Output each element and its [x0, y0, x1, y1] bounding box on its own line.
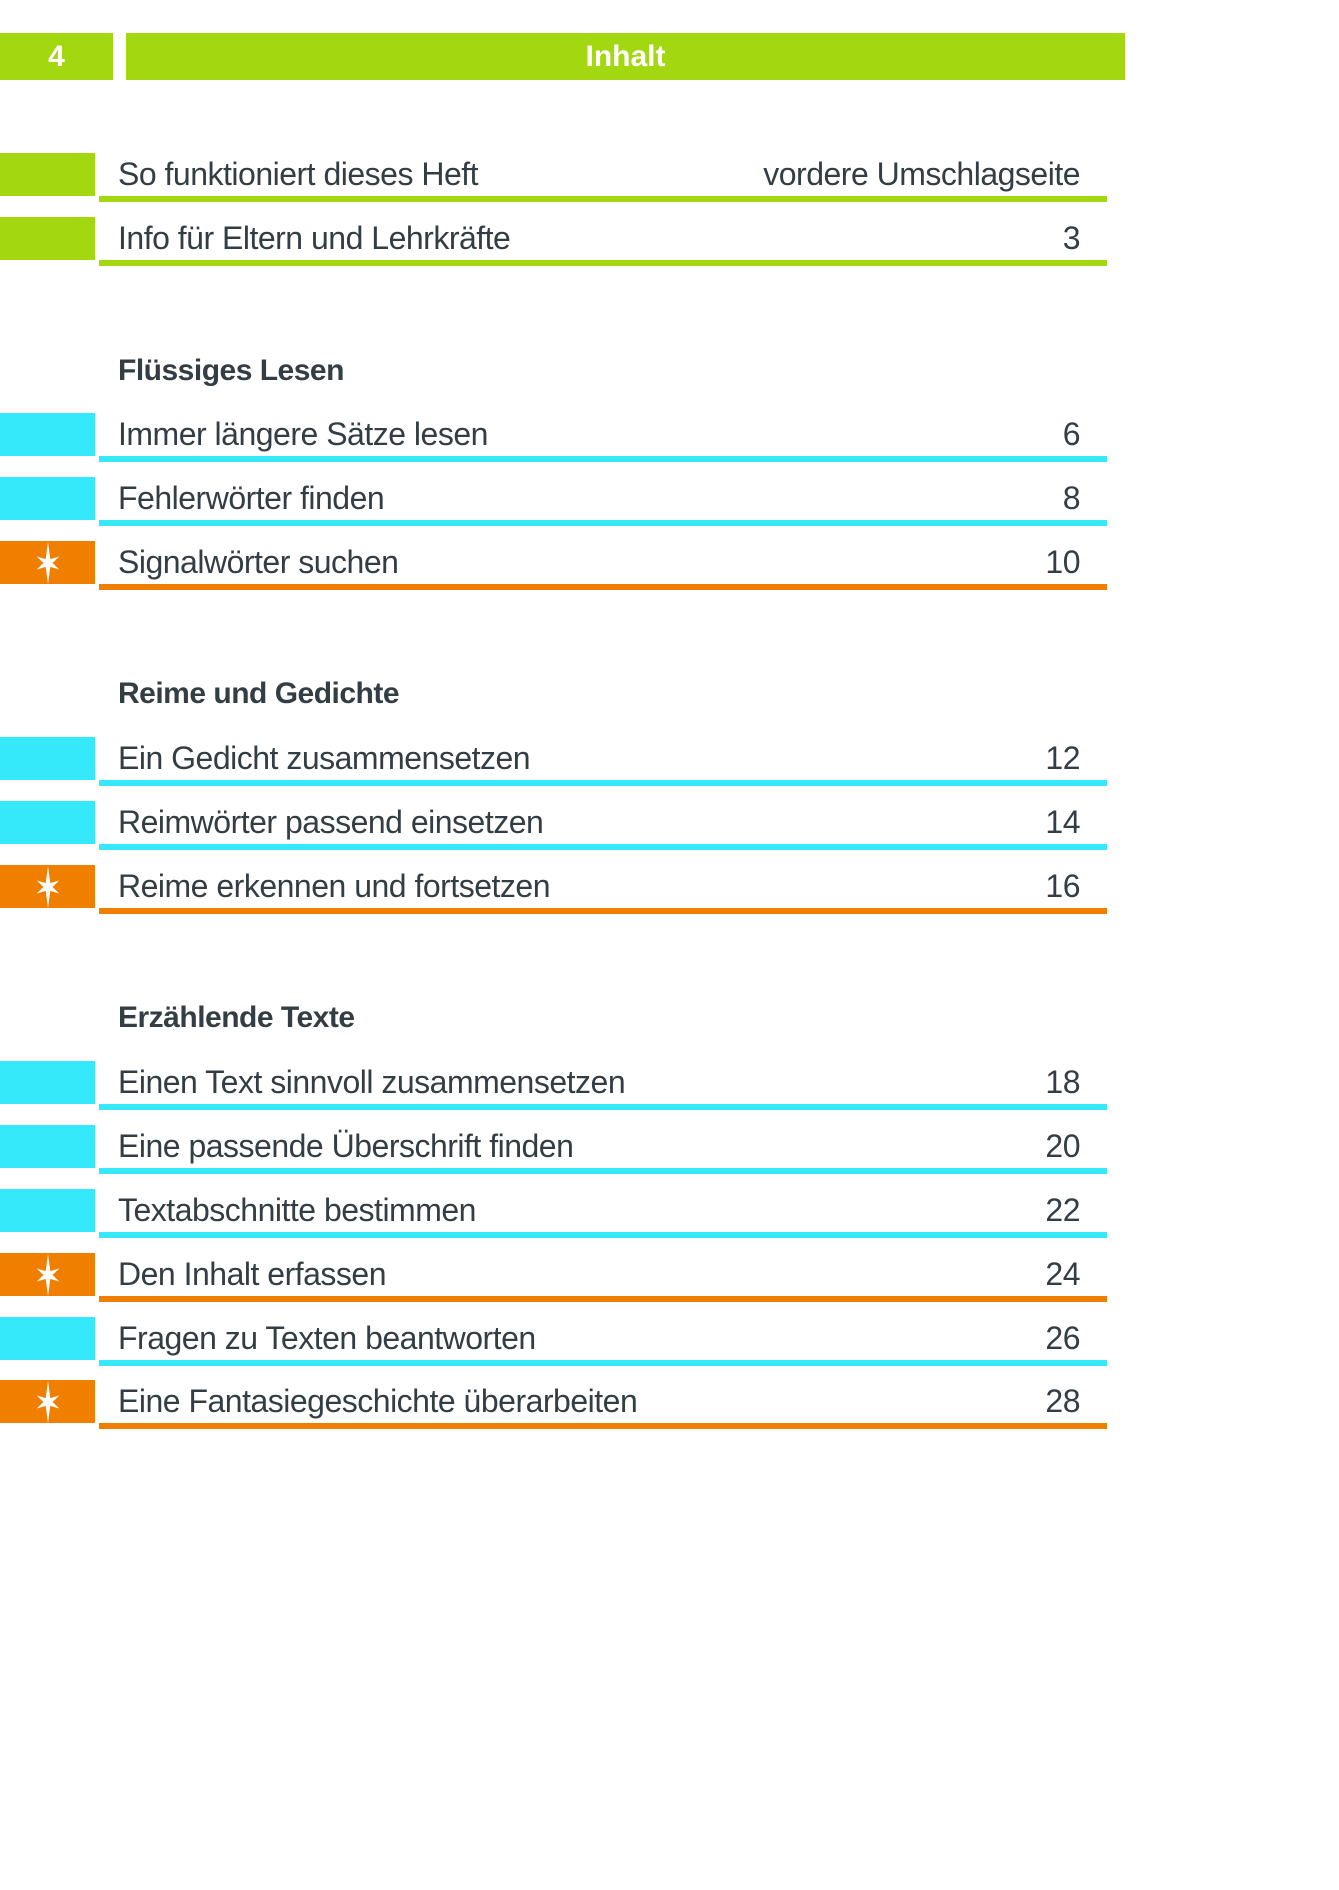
star-sparkle-icon	[36, 1380, 59, 1423]
entry-page-number: 18	[1045, 1064, 1080, 1100]
entry-page-number: 20	[1045, 1128, 1080, 1164]
toc-entry: Eine passende Überschrift finden 20	[0, 1125, 1107, 1174]
entry-color-box	[0, 217, 95, 260]
star-sparkle-icon	[36, 541, 59, 584]
entry-label: Den Inhalt erfassen	[118, 1256, 387, 1292]
entry-label: Reimwörter passend einsetzen	[118, 804, 544, 840]
entry-page-number: 14	[1045, 804, 1080, 840]
entry-rule	[99, 780, 1107, 786]
toc-entry: Einen Text sinnvoll zusammensetzen 18	[0, 1061, 1107, 1110]
toc-entry: Den Inhalt erfassen 24	[0, 1253, 1107, 1302]
entry-rule	[99, 1232, 1107, 1238]
entry-color-box	[0, 1061, 95, 1104]
entry-rule	[99, 260, 1107, 266]
entry-page-number: 22	[1045, 1192, 1080, 1228]
toc-entry: Eine Fantasiegeschichte überarbeiten 28	[0, 1380, 1107, 1429]
section-heading: Erzählende Texte	[118, 1001, 355, 1034]
entry-color-box	[0, 413, 95, 456]
entry-rule	[99, 196, 1107, 202]
entry-label: Einen Text sinnvoll zusammensetzen	[118, 1064, 626, 1100]
toc-entry: Ein Gedicht zusammensetzen 12	[0, 737, 1107, 786]
page-title: Inhalt	[126, 33, 1125, 80]
entry-color-box	[0, 541, 95, 584]
entry-page-number: 8	[1062, 480, 1081, 516]
toc-entry: Info für Eltern und Lehrkräfte 3	[0, 217, 1107, 266]
entry-label: Info für Eltern und Lehrkräfte	[118, 220, 511, 256]
entry-color-box	[0, 865, 95, 908]
entry-label: Textabschnitte bestimmen	[118, 1192, 476, 1228]
entry-page-number: 12	[1045, 740, 1080, 776]
entry-label: Reime erkennen und fortsetzen	[118, 868, 550, 904]
entry-page-number: 6	[1062, 416, 1081, 452]
section-heading: Flüssiges Lesen	[118, 354, 344, 387]
entry-rule	[99, 1168, 1107, 1174]
entry-color-box	[0, 1189, 95, 1232]
entry-page-number: vordere Umschlagseite	[763, 156, 1080, 192]
toc-entry: Immer längere Sätze lesen 6	[0, 413, 1107, 462]
toc-entry: Reimwörter passend einsetzen 14	[0, 801, 1107, 850]
entry-label: Eine passende Überschrift finden	[118, 1128, 574, 1164]
toc-entry: So funktioniert dieses Heft vordere Umsc…	[0, 153, 1107, 202]
toc-entry: Reime erkennen und fortsetzen 16	[0, 865, 1107, 914]
entry-page-number: 24	[1045, 1256, 1080, 1292]
section-heading: Reime und Gedichte	[118, 677, 400, 710]
entry-rule	[99, 908, 1107, 914]
entry-label: So funktioniert dieses Heft	[118, 156, 479, 192]
toc-entry: Fehlerwörter finden 8	[0, 477, 1107, 526]
entry-label: Immer längere Sätze lesen	[118, 416, 488, 452]
entry-label: Fehlerwörter finden	[118, 480, 385, 516]
entry-label: Eine Fantasiegeschichte überarbeiten	[118, 1383, 638, 1419]
entry-color-box	[0, 1380, 95, 1423]
star-sparkle-icon	[36, 1253, 59, 1296]
entry-label: Fragen zu Texten beantworten	[118, 1320, 536, 1356]
entry-label: Ein Gedicht zusammensetzen	[118, 740, 531, 776]
entry-color-box	[0, 1317, 95, 1360]
star-sparkle-icon	[36, 865, 59, 908]
entry-rule	[99, 1360, 1107, 1366]
entry-color-box	[0, 1253, 95, 1296]
entry-page-number: 16	[1045, 868, 1080, 904]
entry-label: Signalwörter suchen	[118, 544, 399, 580]
entry-rule	[99, 584, 1107, 590]
toc-entry: Textabschnitte bestimmen 22	[0, 1189, 1107, 1238]
entry-rule	[99, 520, 1107, 526]
entry-page-number: 28	[1045, 1383, 1080, 1419]
entry-page-number: 26	[1045, 1320, 1080, 1356]
entry-rule	[99, 456, 1107, 462]
entry-page-number: 10	[1045, 544, 1080, 580]
page-number-badge: 4	[0, 33, 113, 80]
entry-rule	[99, 1296, 1107, 1302]
entry-rule	[99, 1423, 1107, 1429]
entry-rule	[99, 1104, 1107, 1110]
entry-color-box	[0, 477, 95, 520]
entry-color-box	[0, 801, 95, 844]
entry-rule	[99, 844, 1107, 850]
toc-entry: Fragen zu Texten beantworten 26	[0, 1317, 1107, 1366]
toc-entry: Signalwörter suchen 10	[0, 541, 1107, 590]
entry-color-box	[0, 1125, 95, 1168]
entry-color-box	[0, 737, 95, 780]
entry-color-box	[0, 153, 95, 196]
entry-page-number: 3	[1062, 220, 1081, 256]
